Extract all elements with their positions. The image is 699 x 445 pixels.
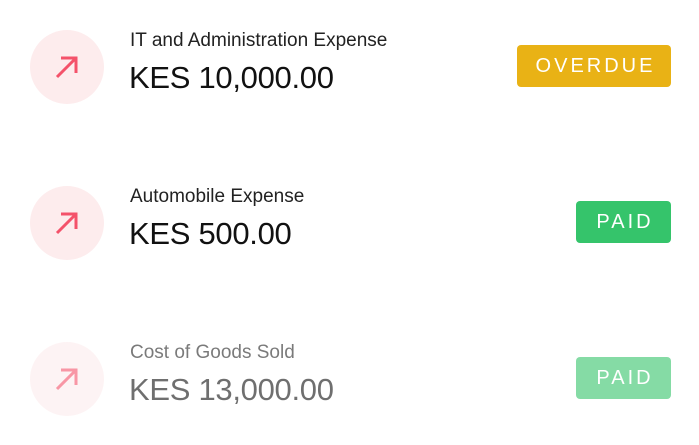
transaction-row[interactable]: Automobile Expense KES 500.00 PAID [0, 156, 699, 260]
transaction-title: IT and Administration Expense [130, 30, 388, 51]
transaction-title: Automobile Expense [130, 186, 305, 207]
status-badge: PAID [576, 201, 671, 243]
arrow-up-right-icon [55, 212, 78, 235]
transaction-row[interactable]: IT and Administration Expense KES 10,000… [0, 0, 699, 104]
transaction-amount: KES 500.00 [129, 216, 292, 251]
expense-icon-circle [30, 342, 104, 416]
status-badge: PAID [576, 357, 671, 399]
status-badge: OVERDUE [517, 45, 671, 87]
arrow-up-right-icon [55, 56, 78, 79]
arrow-up-right-icon [55, 368, 78, 391]
transaction-amount: KES 10,000.00 [129, 60, 334, 95]
transaction-title: Cost of Goods Sold [130, 342, 295, 363]
transaction-amount: KES 13,000.00 [129, 372, 334, 407]
expense-icon-circle [30, 30, 104, 104]
expense-icon-circle [30, 186, 104, 260]
transaction-row[interactable]: Cost of Goods Sold KES 13,000.00 PAID [0, 312, 699, 416]
